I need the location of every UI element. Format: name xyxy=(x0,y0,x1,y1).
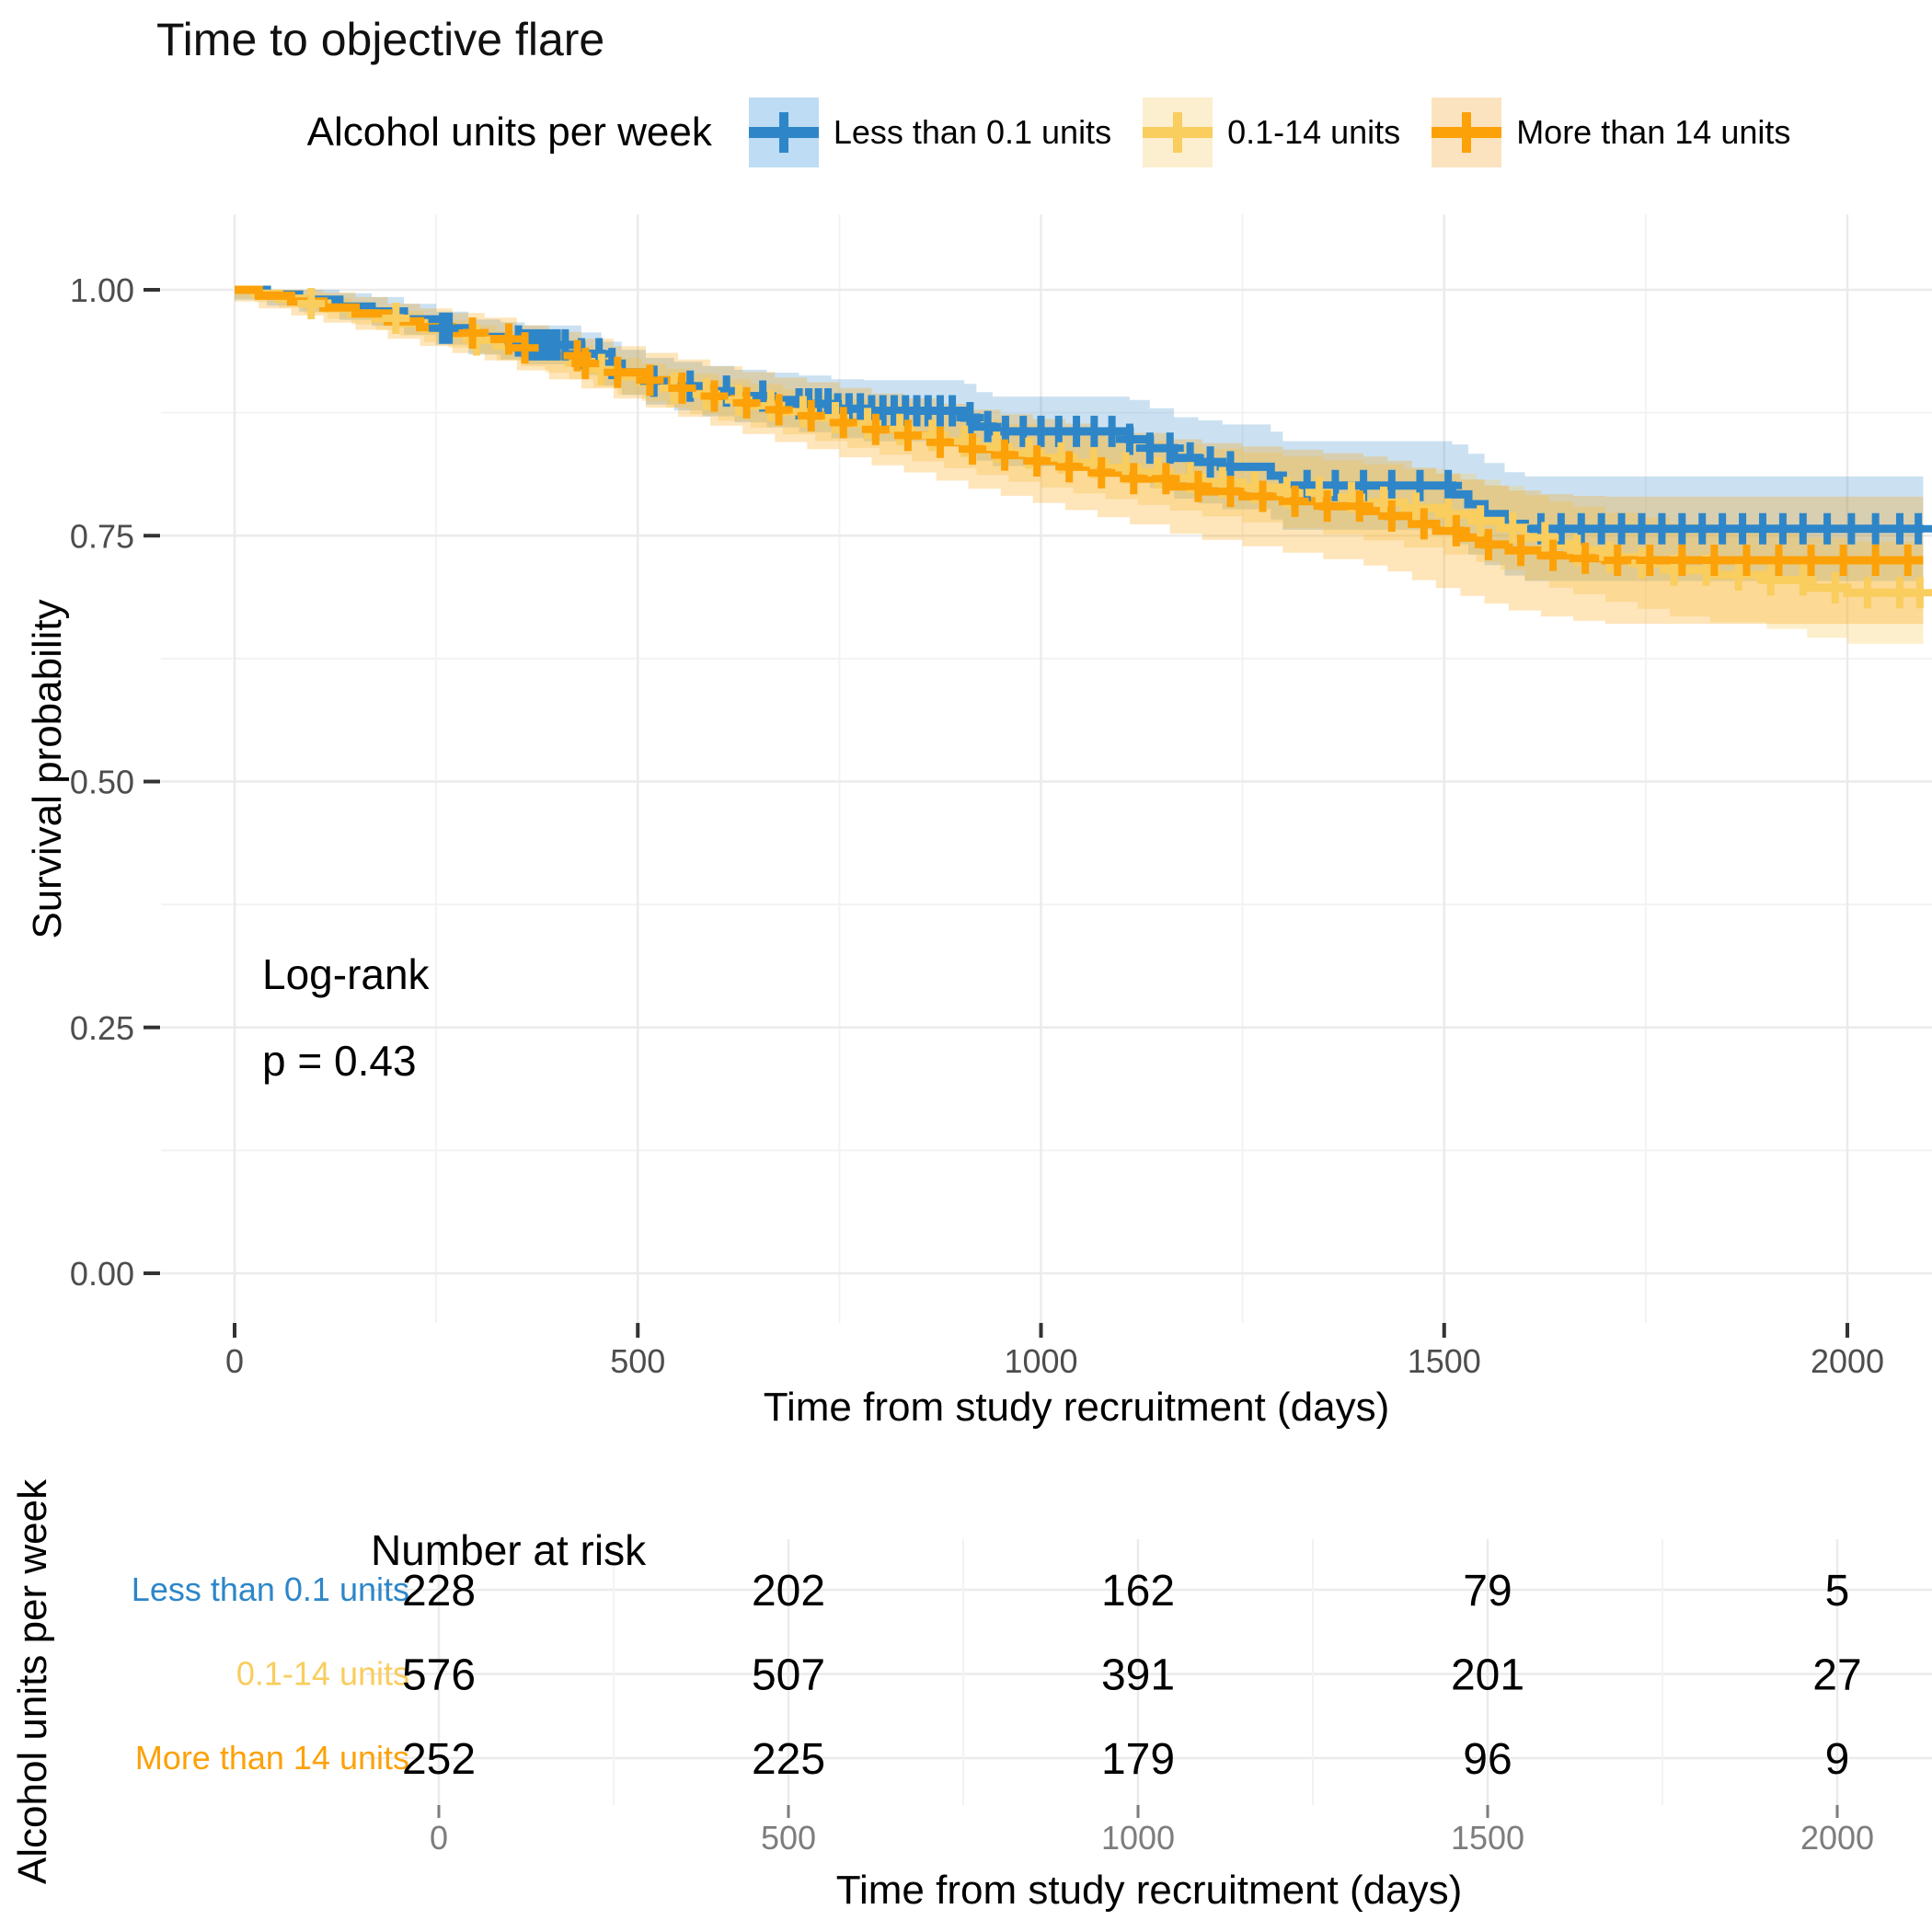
risk-number: 576 xyxy=(402,1651,476,1700)
plot-grid xyxy=(161,214,1932,1323)
risk-tick-label: 500 xyxy=(761,1819,816,1857)
y-tick-label: 0.25 xyxy=(70,1009,134,1047)
risk-number: 252 xyxy=(402,1735,476,1784)
risk-table-x-axis-title: Time from study recruitment (days) xyxy=(835,1868,1463,1913)
risk-number: 9 xyxy=(1825,1735,1850,1784)
legend-item-0-1-14: 0.1-14 units xyxy=(1143,98,1400,167)
x-tick-label: 1500 xyxy=(1408,1342,1481,1380)
risk-number: 228 xyxy=(402,1567,476,1616)
risk-table-title: Number at risk xyxy=(371,1526,647,1574)
risk-number: 27 xyxy=(1812,1651,1861,1700)
risk-number: 391 xyxy=(1101,1651,1175,1700)
chart-title: Time to objective flare xyxy=(156,14,605,65)
risk-row-label: Less than 0.1 units xyxy=(132,1570,409,1608)
logrank-annotation: Log-rank p = 0.43 xyxy=(262,949,430,1086)
risk-number: 202 xyxy=(752,1567,825,1616)
risk-table-axis-label: Alcohol units per week xyxy=(10,1478,55,1885)
y-tick-label: 0.75 xyxy=(70,517,134,555)
km-key-icon xyxy=(1143,98,1213,167)
legend-label: Less than 0.1 units xyxy=(833,113,1112,151)
x-tick-label: 1000 xyxy=(1004,1342,1077,1380)
x-tick-label: 2000 xyxy=(1811,1342,1884,1380)
y-axis-title: Survival probability xyxy=(25,599,70,939)
risk-tick-label: 2000 xyxy=(1800,1819,1874,1857)
x-tick-label: 0 xyxy=(225,1342,244,1380)
risk-row-label: More than 14 units xyxy=(135,1739,409,1777)
risk-tick-label: 1000 xyxy=(1101,1819,1175,1857)
y-tick-label: 0.50 xyxy=(70,764,134,801)
risk-number: 162 xyxy=(1101,1567,1175,1616)
legend-item-more-than-14: More than 14 units xyxy=(1432,98,1790,167)
risk-number: 5 xyxy=(1825,1567,1850,1616)
km-key-icon xyxy=(748,98,819,167)
legend-title: Alcohol units per week xyxy=(306,109,712,155)
legend-label: 0.1-14 units xyxy=(1227,113,1401,151)
risk-number: 201 xyxy=(1451,1651,1524,1700)
risk-number: 507 xyxy=(752,1651,825,1700)
plot-axes: 0.00 0.25 0.50 0.75 1.00 0 500 1000 1500 2000 xyxy=(70,271,1884,1380)
risk-row-label: 0.1-14 units xyxy=(236,1655,409,1693)
risk-number: 79 xyxy=(1463,1567,1512,1616)
legend: Alcohol units per week Less than 0.1 uni… xyxy=(166,98,1932,167)
legend-item-less-than-0-1: Less than 0.1 units xyxy=(748,98,1112,167)
logrank-p-value: p = 0.43 xyxy=(262,1037,417,1085)
x-axis-title: Time from study recruitment (days) xyxy=(763,1385,1390,1430)
censor-marks-more-than-14-units xyxy=(458,317,1922,576)
risk-number: 225 xyxy=(752,1735,825,1784)
risk-number: 179 xyxy=(1101,1735,1175,1784)
y-tick-label: 0.00 xyxy=(70,1255,134,1293)
x-tick-label: 500 xyxy=(610,1342,665,1380)
km-key-icon xyxy=(1432,98,1502,167)
risk-tick-label: 0 xyxy=(430,1819,448,1857)
logrank-test-label: Log-rank xyxy=(262,950,430,998)
y-tick-label: 1.00 xyxy=(70,271,134,309)
legend-label: More than 14 units xyxy=(1516,113,1791,151)
censor-marks xyxy=(297,287,1932,609)
risk-tick-label: 1500 xyxy=(1451,1819,1524,1857)
risk-number: 96 xyxy=(1463,1735,1512,1784)
